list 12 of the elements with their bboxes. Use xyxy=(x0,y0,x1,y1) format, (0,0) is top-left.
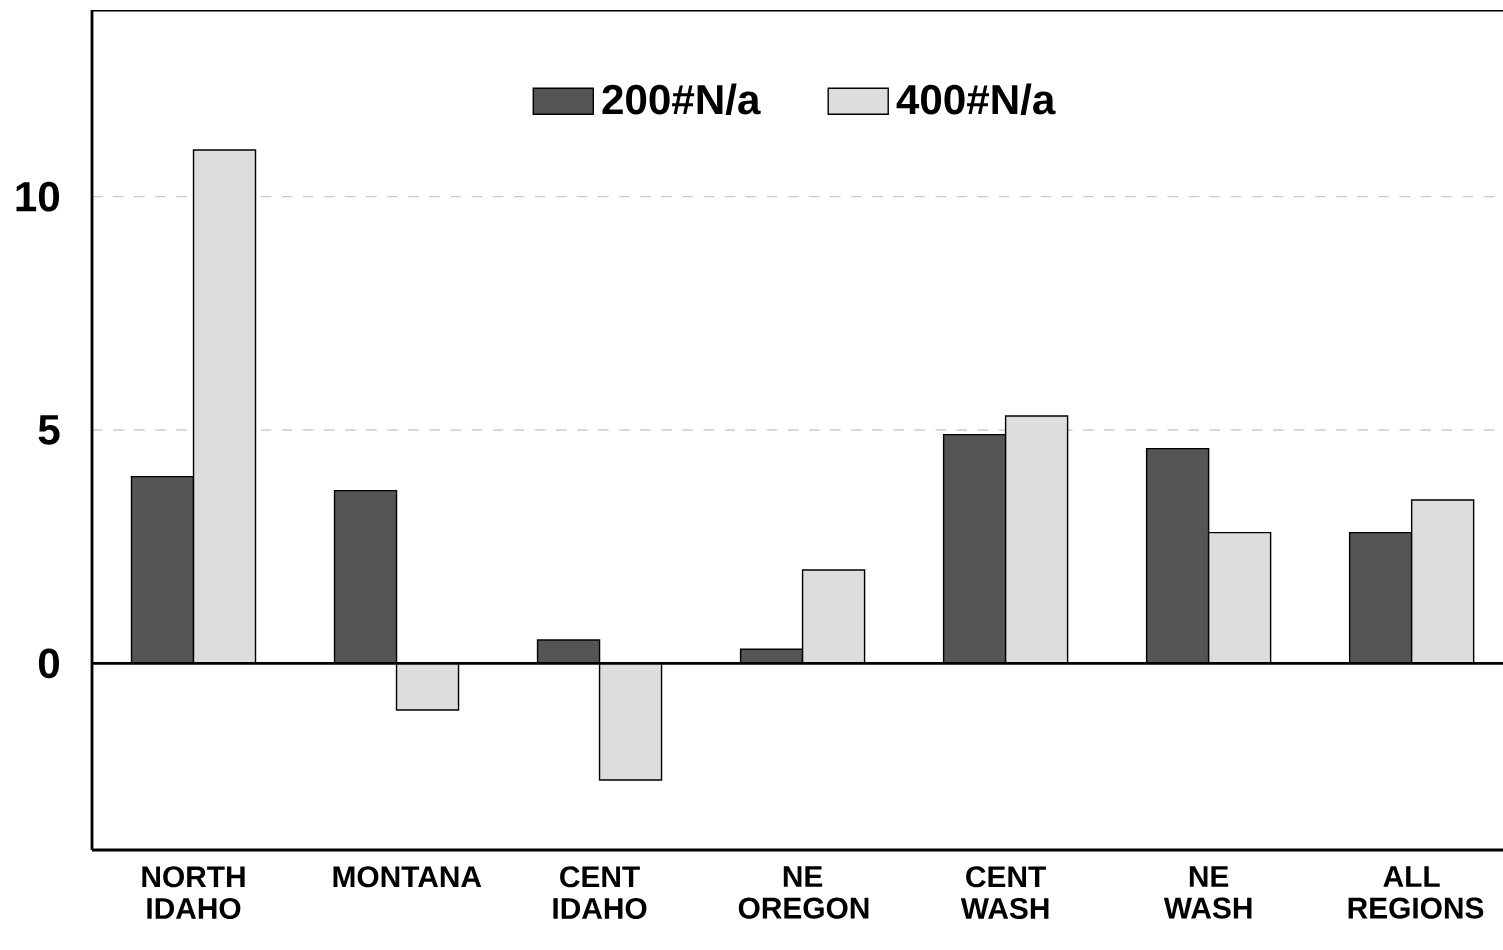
y-tick-label: 5 xyxy=(38,415,60,445)
x-tick-label: CENT IDAHO xyxy=(553,866,647,919)
x-tick-label: NE WASH xyxy=(1163,866,1252,919)
legend-label: 200#N/a xyxy=(602,83,761,115)
y-tick-label: 0 xyxy=(38,648,60,679)
x-tick-label: MONTANA xyxy=(333,866,482,888)
x-tick-label: ALL REGIONS xyxy=(1348,866,1484,919)
x-tick-label: CENT WASH xyxy=(960,866,1049,919)
x-tick-label: NE OREGON xyxy=(738,866,869,919)
legend-label: 400#N/a xyxy=(896,83,1056,115)
x-tick-label: NORTH IDAHO xyxy=(142,866,245,919)
y-tick-label: 10 xyxy=(16,181,60,212)
